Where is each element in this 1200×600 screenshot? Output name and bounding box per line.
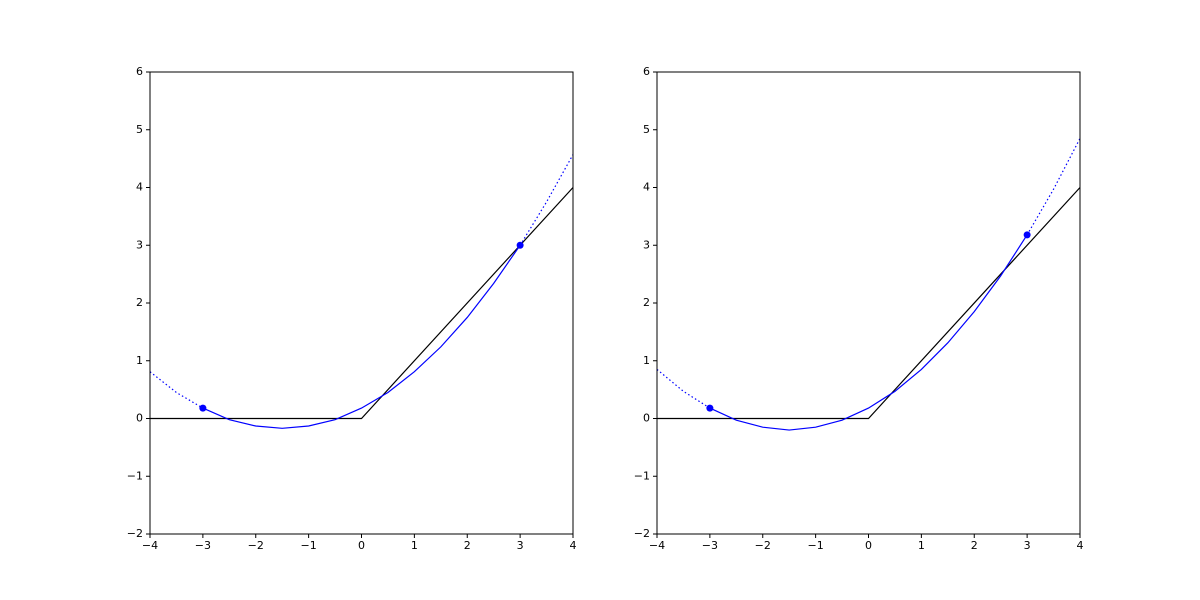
line (150, 371, 204, 409)
x-tick-label: 2 (971, 539, 978, 552)
y-tick-label: 5 (643, 123, 650, 136)
plot-area (657, 138, 1080, 431)
line (709, 234, 1028, 431)
line (150, 187, 573, 420)
axes-frame (656, 71, 1081, 535)
y-tick-label: 5 (136, 123, 143, 136)
line (1026, 138, 1080, 236)
x-tick-label: 4 (570, 539, 577, 552)
plot-area (150, 154, 573, 429)
line (202, 244, 521, 429)
x-tick-label: −2 (755, 539, 771, 552)
x-tick-label: −4 (142, 539, 158, 552)
y-tick-label: 1 (136, 354, 143, 367)
line (657, 368, 711, 409)
subplot: −4 −3 −2 −1 0 1 2 3 4 −2 −1 0 1 2 3 4 5 6 (127, 65, 577, 552)
x-tick-label: 3 (517, 539, 524, 552)
y-tick-label: 2 (643, 296, 650, 309)
y-tick-label: 0 (643, 412, 650, 425)
point (706, 404, 714, 412)
point (1023, 231, 1031, 239)
y-tick-label: −2 (634, 527, 650, 540)
y-tick-label: −1 (127, 469, 143, 482)
y-tick-label: 2 (136, 296, 143, 309)
y-tick-label: 6 (136, 65, 143, 78)
x-tick-label: −4 (649, 539, 665, 552)
y-tick-label: −1 (634, 469, 650, 482)
x-tick-label: 1 (411, 539, 418, 552)
x-tick-label: 3 (1024, 539, 1031, 552)
x-tick-label: 2 (464, 539, 471, 552)
x-tick-label: −1 (808, 539, 824, 552)
y-tick-label: 4 (643, 181, 650, 194)
y-tick-label: 6 (643, 65, 650, 78)
x-tick-label: 0 (865, 539, 872, 552)
point (516, 241, 524, 249)
x-tick-label: −3 (702, 539, 718, 552)
y-tick-label: 3 (643, 238, 650, 251)
y-tick-label: 3 (136, 238, 143, 251)
axes-frame (149, 71, 574, 535)
y-tick-label: 1 (643, 354, 650, 367)
y-tick-label: 0 (136, 412, 143, 425)
x-tick-label: −3 (195, 539, 211, 552)
x-tick-label: −1 (301, 539, 317, 552)
line (519, 154, 573, 246)
x-tick-label: 1 (918, 539, 925, 552)
subplot: −4 −3 −2 −1 0 1 2 3 4 −2 −1 0 1 2 3 4 5 6 (634, 65, 1084, 552)
y-tick-label: 4 (136, 181, 143, 194)
x-tick-label: 0 (358, 539, 365, 552)
line (657, 187, 1080, 420)
point (199, 404, 207, 412)
x-tick-label: −2 (248, 539, 264, 552)
x-tick-label: 4 (1077, 539, 1084, 552)
y-tick-label: −2 (127, 527, 143, 540)
